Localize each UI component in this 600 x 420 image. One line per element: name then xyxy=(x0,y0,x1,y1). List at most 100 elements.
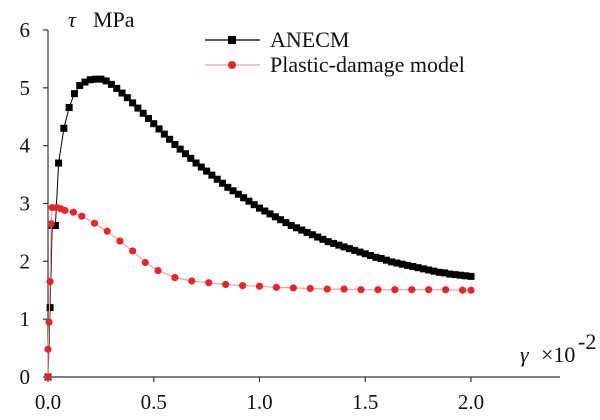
series-layer xyxy=(44,75,475,381)
data-point-anecm xyxy=(324,238,332,246)
data-point-plastic-damage xyxy=(141,258,149,267)
data-point-plastic-damage xyxy=(188,277,196,285)
data-point-anecm xyxy=(462,272,470,280)
data-point-anecm xyxy=(107,80,115,88)
data-point-anecm xyxy=(118,89,126,97)
data-point-anecm xyxy=(377,254,385,262)
y-axis-symbol: τ xyxy=(68,7,77,32)
y-tick-label: 2 xyxy=(20,249,31,273)
data-point-anecm xyxy=(229,187,237,195)
data-point-anecm xyxy=(60,124,68,132)
x-tick-label: 1.5 xyxy=(352,390,378,414)
data-point-anecm xyxy=(240,194,248,202)
data-point-anecm xyxy=(97,75,105,83)
y-tick-label: 0 xyxy=(20,365,31,389)
data-point-anecm xyxy=(250,201,258,209)
data-point-anecm xyxy=(398,260,406,268)
data-point-anecm xyxy=(266,210,274,218)
data-point-anecm xyxy=(208,171,216,179)
data-point-anecm xyxy=(256,204,263,212)
data-point-plastic-damage xyxy=(78,212,86,220)
data-point-anecm xyxy=(181,150,189,158)
data-point-anecm xyxy=(451,271,459,279)
data-point-anecm xyxy=(134,104,142,112)
data-point-anecm xyxy=(55,159,63,167)
data-point-plastic-damage xyxy=(47,220,55,228)
x-axis-multiplier: ×10 xyxy=(541,342,575,367)
data-point-anecm xyxy=(123,94,131,102)
data-point-plastic-damage xyxy=(171,273,179,282)
y-tick-label: 6 xyxy=(20,18,31,42)
y-tick-label: 4 xyxy=(20,134,31,158)
data-point-plastic-damage xyxy=(357,286,365,294)
data-point-anecm xyxy=(308,231,316,239)
y-tick-label: 5 xyxy=(20,76,31,100)
data-point-anecm xyxy=(81,78,89,86)
data-point-anecm xyxy=(203,167,211,175)
data-point-plastic-damage xyxy=(45,318,53,326)
data-point-anecm xyxy=(86,76,94,84)
data-point-anecm xyxy=(113,84,121,92)
x-tick-label: 1.0 xyxy=(246,390,272,414)
axes: 0.0 0.5 1.0 1.5 2.0 0 1 2 3 4 5 6 xyxy=(20,18,560,414)
data-point-plastic-damage xyxy=(408,286,416,294)
data-point-plastic-damage xyxy=(46,277,54,286)
data-point-anecm xyxy=(234,190,242,198)
data-point-anecm xyxy=(388,258,396,266)
x-tick-label: 0.0 xyxy=(35,390,61,414)
data-point-anecm xyxy=(46,304,54,312)
data-point-anecm xyxy=(298,226,306,234)
data-point-plastic-damage xyxy=(306,284,314,293)
data-point-anecm xyxy=(414,264,422,272)
y-axis-ticks: 0 1 2 3 4 5 6 xyxy=(20,18,48,389)
data-point-anecm xyxy=(430,267,438,275)
data-point-plastic-damage xyxy=(467,286,475,294)
data-point-plastic-damage xyxy=(44,345,52,353)
data-point-plastic-damage xyxy=(340,285,348,293)
data-point-plastic-damage xyxy=(103,227,111,235)
data-point-plastic-damage xyxy=(272,283,281,291)
data-point-plastic-damage xyxy=(255,282,264,290)
data-point-anecm xyxy=(192,159,200,167)
x-axis-exponent: -2 xyxy=(578,329,596,354)
data-point-anecm xyxy=(293,224,301,232)
data-point-plastic-damage xyxy=(154,266,162,275)
data-point-anecm xyxy=(330,239,338,247)
data-point-anecm xyxy=(171,141,179,149)
series-line-plastic-damage xyxy=(47,206,471,377)
x-axis-symbol: γ xyxy=(520,342,530,367)
data-point-anecm xyxy=(139,109,147,117)
data-point-anecm xyxy=(319,235,327,243)
series-anecm xyxy=(44,75,475,381)
data-point-anecm xyxy=(356,248,364,256)
data-point-anecm xyxy=(224,183,232,191)
data-point-anecm xyxy=(92,75,100,83)
series-line-anecm xyxy=(47,78,472,378)
data-point-anecm xyxy=(314,233,322,241)
data-point-anecm xyxy=(419,265,427,273)
legend-item-plastic-damage: Plastic-damage model xyxy=(205,52,465,77)
legend-label-plastic-damage: Plastic-damage model xyxy=(270,52,465,77)
data-point-plastic-damage xyxy=(374,286,382,294)
data-point-plastic-damage xyxy=(129,247,137,255)
data-point-anecm xyxy=(102,77,110,85)
data-point-anecm xyxy=(467,272,475,280)
data-point-plastic-damage xyxy=(44,373,52,381)
data-point-anecm xyxy=(425,266,433,274)
data-point-plastic-damage xyxy=(391,286,399,294)
series-plastic-damage xyxy=(44,203,475,381)
data-point-anecm xyxy=(409,263,417,271)
legend: ANECM Plastic-damage model xyxy=(205,27,465,77)
data-point-plastic-damage xyxy=(222,280,230,289)
data-point-plastic-damage xyxy=(238,282,247,290)
x-tick-label: 2.0 xyxy=(458,390,484,414)
data-point-anecm xyxy=(372,253,380,261)
data-point-anecm xyxy=(160,130,168,138)
data-point-anecm xyxy=(218,179,226,187)
y-tick-label: 1 xyxy=(20,307,31,331)
data-point-anecm xyxy=(335,241,343,249)
data-point-anecm xyxy=(456,271,464,279)
data-point-anecm xyxy=(187,154,195,162)
data-point-plastic-damage xyxy=(289,284,297,292)
